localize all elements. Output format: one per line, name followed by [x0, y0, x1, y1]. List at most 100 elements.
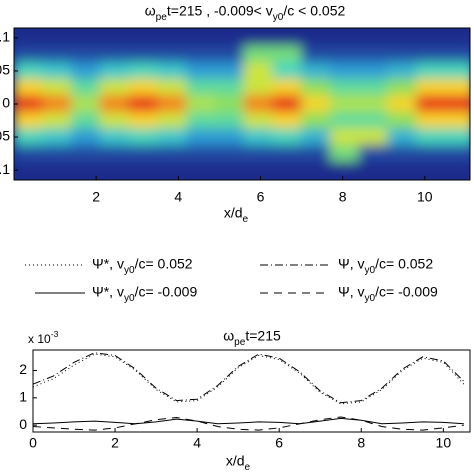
heatmap-cell — [301, 78, 331, 97]
heatmap-cell — [444, 144, 470, 163]
heatmap-cell — [272, 111, 303, 130]
heatmap-cell — [272, 95, 303, 113]
heatmap-cell — [99, 45, 130, 64]
x-tick-label: 2 — [111, 435, 119, 451]
line-title: ωpet=215 — [223, 328, 281, 348]
heatmap-cell — [243, 29, 274, 47]
heatmap-cell — [157, 161, 188, 179]
heatmap-cell — [358, 144, 389, 163]
heatmap-cell — [214, 161, 245, 179]
heatmap-cell — [387, 62, 418, 80]
heatmap-cell — [387, 161, 418, 179]
heatmap-cell — [42, 128, 73, 146]
heatmap-cell — [14, 111, 44, 130]
heatmap-cell — [243, 128, 274, 146]
heatmap-cell — [272, 45, 303, 64]
heatmap-cell — [301, 29, 331, 47]
heatmap-cell — [186, 62, 216, 80]
y-tick-label: 0 — [19, 416, 27, 432]
heatmap-cell — [358, 78, 389, 97]
x-tick-label: 8 — [357, 435, 365, 451]
heatmap-cell — [416, 29, 446, 47]
heatmap-cell — [416, 161, 446, 179]
heatmap-cell — [128, 45, 159, 64]
series-line — [32, 416, 464, 431]
heatmap-cell — [444, 29, 470, 47]
heatmap-cell — [99, 62, 130, 80]
heatmap-cell — [186, 111, 216, 130]
heatmap-cell — [14, 144, 44, 163]
heatmap-cell — [387, 111, 418, 130]
x-tick-label: 4 — [193, 435, 201, 451]
heatmap-cell — [157, 95, 188, 113]
heatmap-cell — [186, 95, 216, 113]
heatmap-cell — [128, 78, 159, 97]
heatmap-cell — [272, 144, 303, 163]
x-tick-label: 10 — [436, 435, 452, 451]
heatmap-cell — [128, 62, 159, 80]
heatmap-cell — [71, 161, 101, 179]
legend-label: Ψ*, vy0/c= -0.009 — [92, 284, 197, 304]
heatmap-cell — [157, 78, 188, 97]
legend-label: Ψ, vy0/c= 0.052 — [338, 256, 433, 276]
heatmap-cell — [416, 78, 446, 97]
heatmap-cell — [329, 29, 360, 47]
x-axis-label: x/de — [224, 205, 249, 225]
heatmap-cell — [186, 29, 216, 47]
heatmap-cell — [243, 144, 274, 163]
heatmap-cell — [416, 111, 446, 130]
heatmap-cell — [128, 144, 159, 163]
heatmap-cell — [99, 29, 130, 47]
heatmap-cell — [243, 95, 274, 113]
x-tick-label: 6 — [257, 189, 265, 205]
heatmap-cell — [444, 95, 470, 113]
heatmap-cell — [14, 78, 44, 97]
heatmap-cell — [358, 111, 389, 130]
heatmap-cell — [71, 29, 101, 47]
heatmap-cell — [42, 144, 73, 163]
heatmap-title: ωpet=215 , -0.009< vy0/c < 0.052 — [145, 3, 346, 23]
heatmap-cell — [14, 128, 44, 146]
heatmap-cell — [157, 144, 188, 163]
heatmap-cell — [301, 161, 331, 179]
heatmap-cell — [444, 45, 470, 64]
heatmap-cell — [272, 161, 303, 179]
heatmap-cell — [42, 78, 73, 97]
x-tick-label: 10 — [417, 189, 433, 205]
heatmap-cell — [71, 45, 101, 64]
heatmap-cell — [71, 111, 101, 130]
heatmap-cell — [186, 144, 216, 163]
heatmap-cell — [71, 78, 101, 97]
heatmap-cell — [186, 161, 216, 179]
heatmap-cell — [301, 95, 331, 113]
heatmap-cell — [214, 62, 245, 80]
heatmap-cell — [358, 45, 389, 64]
y-tick-label: 1 — [19, 389, 27, 405]
heatmap-cell — [301, 144, 331, 163]
x-tick-label: 0 — [29, 435, 37, 451]
heatmap-cell — [42, 161, 73, 179]
heatmap-cell — [444, 161, 470, 179]
heatmap-cell — [186, 45, 216, 64]
heatmap-cell — [99, 128, 130, 146]
heatmap-cell — [128, 128, 159, 146]
heatmap-cells — [14, 29, 470, 179]
y-tick-label: -0.05 — [0, 128, 10, 144]
y-tick-label: 0.05 — [0, 62, 10, 78]
heatmap-cell — [243, 62, 274, 80]
heatmap-cell — [99, 78, 130, 97]
series-line — [32, 352, 465, 404]
heatmap-cell — [214, 95, 245, 113]
heatmap-cell — [329, 78, 360, 97]
heatmap-clip — [14, 29, 470, 179]
heatmap-cell — [128, 29, 159, 47]
x-tick-label: 6 — [275, 435, 283, 451]
heatmap-cell — [99, 95, 130, 113]
x-axis-label: x/de — [226, 453, 251, 473]
heatmap-cell — [71, 144, 101, 163]
heatmap-cell — [329, 144, 360, 163]
heatmap-cell — [387, 45, 418, 64]
heatmap-cell — [272, 29, 303, 47]
x-tick-label: 8 — [339, 189, 347, 205]
